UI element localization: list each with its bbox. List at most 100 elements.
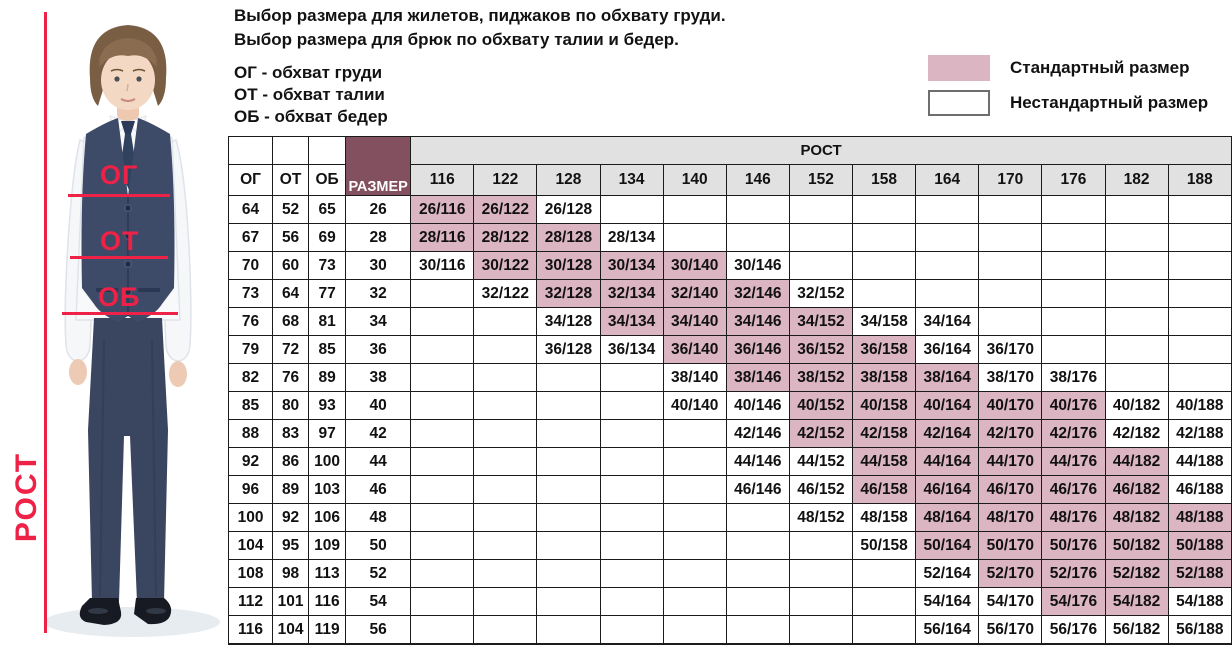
combo-cell: 42/176	[1041, 419, 1106, 448]
ob-value: 113	[308, 559, 347, 588]
boy-photo	[44, 25, 220, 637]
combo-cell: 46/158	[852, 475, 917, 504]
empty-cell	[725, 531, 790, 560]
ob-value: 73	[308, 251, 347, 280]
empty-cell	[536, 615, 601, 645]
combo-cell: 42/152	[788, 419, 854, 448]
nonstandard-size-label: Нестандартный размер	[1010, 93, 1209, 112]
rost-header: РОСТ	[410, 136, 1232, 165]
empty-cell	[536, 503, 601, 532]
combo-cell: 26/116	[410, 195, 475, 224]
ob-header: ОБ	[308, 164, 347, 196]
empty-cell	[662, 531, 727, 560]
legend-row-nonstandard: Нестандартный размер	[928, 90, 1208, 116]
chest-measure-line	[68, 194, 170, 197]
combo-cell: 48/182	[1104, 503, 1169, 532]
empty-cell	[1041, 279, 1106, 308]
size-row-26: 64 52 65 26 26/116 26/122 26/128	[227, 195, 1232, 224]
combo-cell: 38/146	[725, 363, 790, 392]
empty-cell	[662, 587, 727, 616]
empty-cell	[662, 419, 727, 448]
blank-header-og	[227, 136, 274, 165]
height-header-152: 152	[788, 164, 854, 196]
empty-cell	[473, 335, 538, 364]
empty-cell	[852, 559, 917, 588]
combo-cell: 26/128	[536, 195, 601, 224]
combo-cell: 38/176	[1041, 363, 1106, 392]
waist-measure-line	[70, 256, 168, 259]
combo-cell: 34/146	[725, 307, 790, 336]
ot-header: ОТ	[272, 164, 310, 196]
og-value: 92	[227, 447, 274, 476]
combo-cell: 28/134	[599, 223, 664, 252]
empty-cell	[410, 335, 475, 364]
empty-cell	[599, 419, 664, 448]
combo-cell: 32/146	[725, 279, 790, 308]
empty-cell	[1104, 251, 1169, 280]
og-value: 82	[227, 363, 274, 392]
ot-value: 95	[272, 531, 310, 560]
empty-cell	[410, 279, 475, 308]
standard-size-swatch	[928, 55, 990, 81]
abbreviations-block: ОГ - обхват груди ОТ - обхват талии ОБ -…	[234, 62, 726, 128]
empty-cell	[1167, 195, 1232, 224]
empty-cell	[978, 279, 1043, 308]
og-value: 70	[227, 251, 274, 280]
combo-cell: 46/176	[1041, 475, 1106, 504]
combo-cell: 40/152	[788, 391, 854, 420]
hips-measure-line	[62, 312, 178, 315]
combo-cell: 44/146	[725, 447, 790, 476]
empty-cell	[788, 615, 854, 645]
size-value: 54	[345, 587, 412, 616]
ob-value: 116	[308, 587, 347, 616]
boy-head	[89, 25, 167, 110]
combo-cell: 28/128	[536, 223, 601, 252]
empty-cell	[725, 615, 790, 645]
combo-cell: 52/176	[1041, 559, 1106, 588]
size-value: 28	[345, 223, 412, 252]
size-value: 32	[345, 279, 412, 308]
empty-cell	[536, 475, 601, 504]
empty-cell	[599, 363, 664, 392]
size-value: 34	[345, 307, 412, 336]
og-value: 79	[227, 335, 274, 364]
empty-cell	[978, 223, 1043, 252]
combo-cell: 42/188	[1167, 419, 1232, 448]
empty-cell	[1104, 363, 1169, 392]
combo-cell: 30/134	[599, 251, 664, 280]
empty-cell	[1167, 279, 1232, 308]
empty-cell	[536, 419, 601, 448]
empty-cell	[599, 447, 664, 476]
empty-cell	[852, 195, 917, 224]
height-header-188: 188	[1167, 164, 1232, 196]
empty-cell	[410, 615, 475, 645]
combo-cell: 40/170	[978, 391, 1043, 420]
combo-cell: 30/116	[410, 251, 475, 280]
empty-cell	[725, 587, 790, 616]
combo-cell: 44/188	[1167, 447, 1232, 476]
combo-cell: 34/164	[915, 307, 980, 336]
empty-cell	[410, 447, 475, 476]
height-header-128: 128	[536, 164, 601, 196]
ob-value: 77	[308, 279, 347, 308]
ot-value: 101	[272, 587, 310, 616]
combo-cell: 26/122	[473, 195, 538, 224]
size-value: 36	[345, 335, 412, 364]
empty-cell	[978, 251, 1043, 280]
size-row-30: 70 60 73 30 30/116 30/122 30/128 30/134 30/140 30…	[227, 251, 1232, 280]
combo-cell: 54/170	[978, 587, 1043, 616]
combo-cell: 56/176	[1041, 615, 1106, 645]
size-column-header: РАЗМЕР	[345, 136, 412, 196]
size-value: 38	[345, 363, 412, 392]
boy-vest	[81, 118, 175, 322]
combo-cell: 40/146	[725, 391, 790, 420]
height-header-140: 140	[662, 164, 727, 196]
combo-cell: 28/116	[410, 223, 475, 252]
og-value: 67	[227, 223, 274, 252]
size-value: 42	[345, 419, 412, 448]
size-value: 56	[345, 615, 412, 645]
combo-cell: 32/134	[599, 279, 664, 308]
combo-cell: 56/170	[978, 615, 1043, 645]
empty-cell	[536, 391, 601, 420]
combo-cell: 56/164	[915, 615, 980, 645]
